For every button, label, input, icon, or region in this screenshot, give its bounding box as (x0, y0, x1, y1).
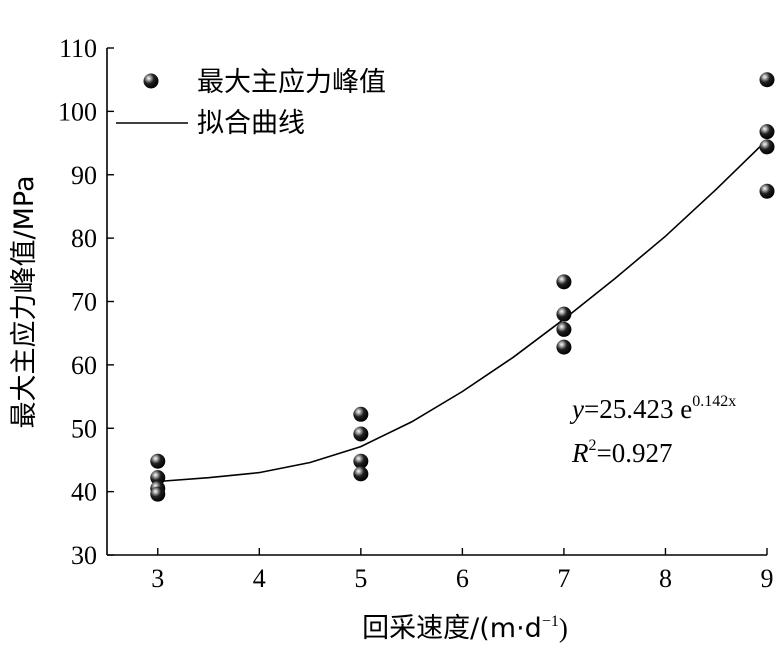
data-point (150, 470, 166, 486)
x-tick-label: 9 (761, 564, 774, 593)
data-point (556, 274, 572, 290)
x-tick-label: 3 (151, 564, 164, 593)
y-tick-label: 100 (58, 97, 97, 126)
y-tick-label: 30 (71, 541, 97, 570)
y-tick-label: 90 (71, 161, 97, 190)
x-axis-title-exp: −1 (542, 613, 559, 630)
data-point (759, 124, 775, 140)
equation-annotation: y=25.423 e0.142x (569, 393, 736, 424)
r2-exponent: 2 (589, 437, 597, 454)
y-ticks: 30 40 50 60 70 80 90 100 110 (58, 34, 114, 570)
y-tick-label: 60 (71, 351, 97, 380)
legend-label-line: 拟合曲线 (197, 108, 305, 139)
x-tick-label: 4 (253, 564, 266, 593)
r2-var: R (571, 438, 589, 468)
data-point (353, 453, 369, 469)
x-tick-label: 7 (557, 564, 570, 593)
equation-exponent: 0.142x (692, 393, 736, 410)
legend-marker-scatter (143, 73, 159, 89)
data-point (353, 406, 369, 422)
data-point (556, 321, 572, 337)
data-point (353, 426, 369, 442)
equation-var: y (569, 394, 584, 424)
data-point (759, 139, 775, 155)
x-axis-title: 回采速度/(m·d−1) (362, 613, 568, 644)
y-tick-label: 70 (71, 288, 97, 317)
data-point (759, 72, 775, 88)
x-axis-title-main: 回采速度/(m·d (362, 613, 542, 644)
data-point (150, 453, 166, 469)
legend-label-scatter: 最大主应力峰值 (197, 67, 386, 98)
x-ticks: 3 4 5 6 7 8 9 (151, 548, 774, 593)
legend: 最大主应力峰值 拟合曲线 (116, 67, 386, 139)
y-tick-label: 80 (71, 224, 97, 253)
data-point (150, 486, 166, 502)
y-tick-label: 110 (59, 34, 97, 63)
data-point (353, 466, 369, 482)
x-tick-label: 8 (659, 564, 672, 593)
y-axis-title: 最大主应力峰值/MPa (9, 175, 40, 428)
fit-curve-line (157, 139, 768, 483)
y-tick-label: 50 (71, 414, 97, 443)
y-tick-label: 40 (71, 478, 97, 507)
data-point (556, 306, 572, 322)
data-point (759, 183, 775, 199)
data-points (150, 72, 775, 502)
r2-annotation: R2=0.927 (571, 437, 672, 468)
x-tick-label: 5 (354, 564, 367, 593)
x-axis-title-close: ) (559, 613, 568, 643)
equation-body: =25.423 e (584, 394, 692, 424)
x-tick-label: 6 (456, 564, 469, 593)
data-point (556, 339, 572, 355)
r2-value: =0.927 (597, 438, 673, 468)
